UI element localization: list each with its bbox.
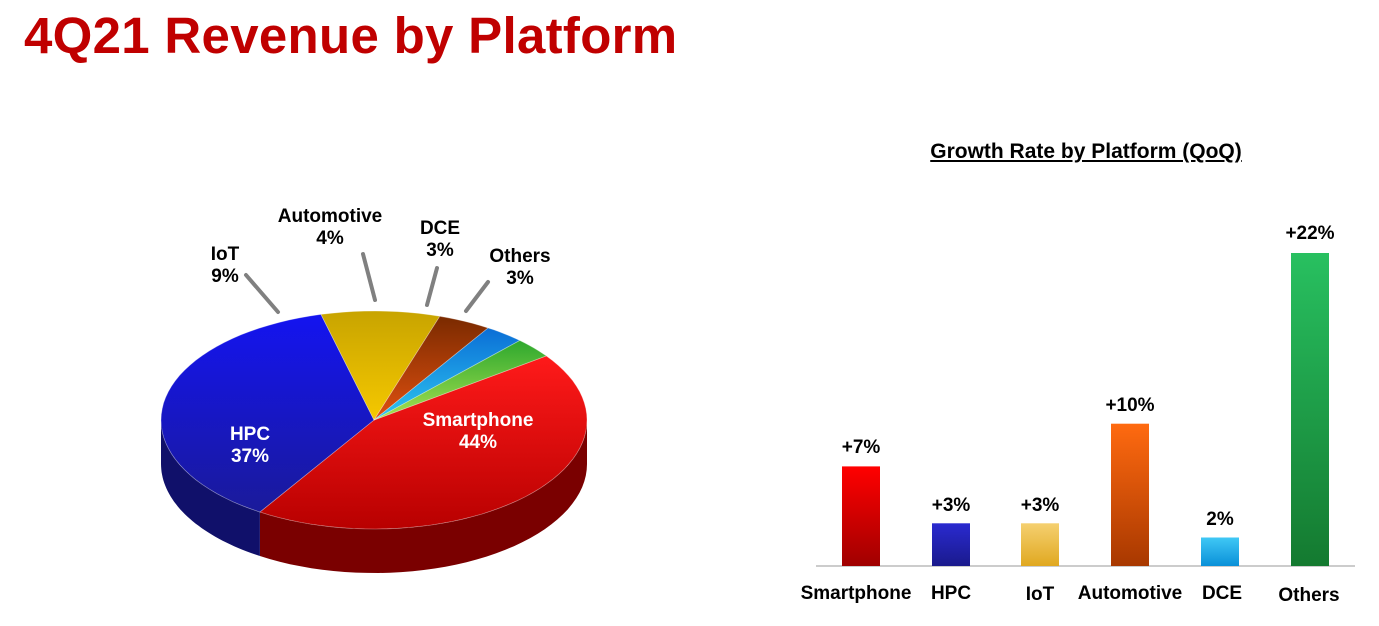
pie-chart [160,252,588,573]
pie-slice-iot [320,310,441,421]
pie-label-dce-name: DCE [419,218,461,239]
bar-value-label-dce: 2% [1206,509,1234,530]
pie-label-automotive-name: Automotive [277,206,383,227]
bar-dce [1201,537,1239,566]
bar-value-label-hpc: +3% [931,495,971,516]
bar-value-label-others: +22% [1285,223,1335,244]
pie-label-others: Others 3% [475,246,565,290]
bar-chart-title: Growth Rate by Platform (QoQ) [930,140,1242,163]
pie-leader-line-dce [425,266,439,307]
pie-label-smartphone: Smartphone 44% [408,410,548,454]
bar-iot [1021,523,1059,566]
bar-category-iot: IoT [1025,584,1055,605]
bar-category-smartphone: Smartphone [800,583,912,604]
pie-leader-line-iot [244,273,280,314]
pie-label-iot: IoT 9% [185,244,265,288]
pie-label-smartphone-name: Smartphone [422,410,534,431]
pie-side-hpc [161,420,260,556]
pie-label-iot-value: 9% [211,266,239,287]
bar-value-label-iot: +3% [1020,495,1060,516]
pie-label-others-value: 3% [506,268,534,289]
pie-label-dce-value: 3% [426,240,454,261]
bar-chart [816,253,1355,567]
bar-category-others: Others [1278,585,1340,606]
bar-category-dce: DCE [1201,583,1243,604]
bar-hpc [932,523,970,566]
bar-value-label-automotive: +10% [1105,395,1155,416]
pie-label-automotive-value: 4% [316,228,344,249]
bar-value-label-smartphone: +7% [841,437,881,458]
page-title: 4Q21 Revenue by Platform [24,7,678,64]
pie-label-iot-name: IoT [210,244,240,265]
pie-slice-hpc [160,313,375,513]
bar-category-automotive: Automotive [1077,583,1183,604]
pie-label-hpc: HPC 37% [200,424,300,468]
pie-label-hpc-name: HPC [229,424,271,445]
pie-leader-line-automotive [361,252,377,302]
pie-label-others-name: Others [489,246,551,267]
bar-category-hpc: HPC [930,583,972,604]
pie-label-smartphone-value: 44% [458,432,498,453]
pie-label-hpc-value: 37% [230,446,270,467]
pie-slice-automotive [373,315,489,421]
pie-slice-others [373,340,548,421]
pie-slice-dce [373,327,521,421]
pie-label-dce: DCE 3% [400,218,480,262]
bar-automotive [1111,423,1149,566]
bar-smartphone [842,466,880,566]
pie-side-smartphone [259,420,587,573]
pie-slice-smartphone [259,355,588,530]
pie-label-automotive: Automotive 4% [265,206,395,250]
bar-others [1291,253,1329,566]
pie-leader-line-others [464,280,490,313]
